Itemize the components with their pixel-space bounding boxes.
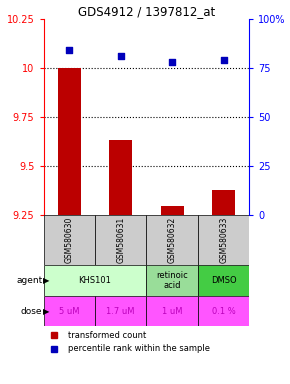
- Text: transformed count: transformed count: [68, 331, 146, 339]
- Bar: [161, 206, 184, 215]
- Bar: [44, 215, 95, 265]
- Bar: [44, 265, 146, 296]
- Bar: [146, 296, 198, 326]
- Text: retinoic
acid: retinoic acid: [156, 271, 188, 290]
- Bar: [44, 296, 95, 326]
- Bar: [58, 68, 81, 215]
- Title: GDS4912 / 1397812_at: GDS4912 / 1397812_at: [78, 5, 215, 18]
- Bar: [146, 215, 198, 265]
- Point: [67, 47, 72, 53]
- Text: dose: dose: [21, 306, 42, 316]
- Text: GSM580632: GSM580632: [168, 217, 177, 263]
- Text: 5 uM: 5 uM: [59, 306, 79, 316]
- Text: DMSO: DMSO: [211, 276, 236, 285]
- Text: GSM580631: GSM580631: [116, 217, 125, 263]
- Bar: [95, 296, 146, 326]
- Text: 1 uM: 1 uM: [162, 306, 182, 316]
- Text: 1.7 uM: 1.7 uM: [106, 306, 135, 316]
- Bar: [198, 265, 249, 296]
- Text: KHS101: KHS101: [79, 276, 111, 285]
- Text: agent: agent: [16, 276, 42, 285]
- Text: 0.1 %: 0.1 %: [212, 306, 235, 316]
- Text: GSM580630: GSM580630: [65, 217, 74, 263]
- Bar: [109, 141, 132, 215]
- Point: [221, 57, 226, 63]
- Point: [170, 59, 175, 65]
- Bar: [95, 215, 146, 265]
- Bar: [198, 215, 249, 265]
- Text: ▶: ▶: [43, 306, 50, 316]
- Point: [118, 53, 123, 60]
- Text: percentile rank within the sample: percentile rank within the sample: [68, 344, 210, 353]
- Bar: [198, 296, 249, 326]
- Bar: [146, 265, 198, 296]
- Text: GSM580633: GSM580633: [219, 217, 228, 263]
- Text: ▶: ▶: [43, 276, 50, 285]
- Bar: [212, 190, 235, 215]
